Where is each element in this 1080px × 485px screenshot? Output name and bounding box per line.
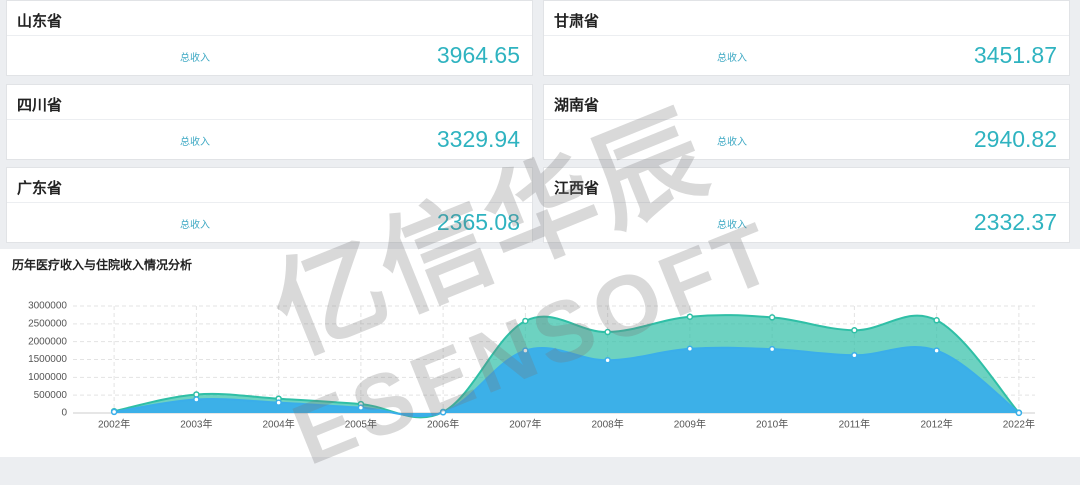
point	[1015, 409, 1023, 417]
line	[113, 346, 1020, 418]
x-tick-label: 2022年	[1003, 418, 1035, 431]
x-tick-label: 2003年	[180, 418, 212, 431]
x-tick-label: 2002年	[98, 418, 130, 431]
income-label: 总收入	[717, 53, 747, 64]
y-tick-label: 0	[61, 408, 67, 419]
separator	[544, 35, 1069, 36]
income-label: 总收入	[717, 137, 747, 148]
income-label: 总收入	[180, 53, 210, 64]
point	[193, 396, 200, 403]
separator	[7, 35, 532, 36]
y-tick-label: 2500000	[28, 318, 67, 329]
x-tick-label: 2004年	[263, 418, 295, 431]
point	[933, 317, 940, 324]
point	[851, 327, 858, 334]
province-card: 山东省总收入 3964.65	[6, 0, 533, 76]
point	[522, 347, 529, 354]
income-label: 总收入	[180, 137, 210, 148]
x-tick-label: 2009年	[674, 418, 706, 431]
income-value: 3964.65	[436, 42, 520, 68]
point	[522, 317, 529, 325]
province-card: 广东省总收入 2365.08	[6, 167, 533, 243]
point	[686, 313, 694, 320]
province-name: 四川省	[17, 97, 63, 114]
separator	[7, 202, 532, 203]
x-tick-label: 2010年	[756, 418, 788, 431]
income-value: 3451.87	[973, 42, 1057, 68]
income-label: 总收入	[717, 220, 747, 231]
y-tick-label: 500000	[34, 390, 68, 401]
x-tick-label: 2008年	[592, 418, 624, 431]
chart-panel: 历年医疗收入与住院收入情况分析 0 500000 1000000 1500000 200…	[0, 249, 1080, 457]
income-value: 2365.08	[436, 209, 520, 235]
point	[357, 404, 365, 411]
x-tick-label: 2011年	[839, 418, 871, 431]
point	[439, 409, 447, 416]
province-card: 江西省总收入 2332.37	[543, 167, 1070, 243]
province-card: 湖南省总收入 2940.82	[543, 84, 1070, 160]
separator	[544, 202, 1069, 203]
point	[933, 347, 940, 354]
province-card: 四川省总收入 3329.94	[6, 84, 533, 160]
income-value: 2332.37	[973, 209, 1057, 235]
x-tick-label: 2005年	[345, 418, 377, 431]
y-tick-label: 1000000	[28, 372, 67, 383]
province-name: 山东省	[17, 13, 63, 30]
x-tick-label: 2006年	[427, 418, 459, 431]
point	[768, 345, 776, 353]
y-tick-label: 1500000	[28, 354, 67, 365]
area	[114, 346, 1019, 417]
income-value: 3329.94	[436, 126, 520, 152]
separator	[7, 119, 532, 120]
separator	[544, 119, 1069, 120]
y-tick-label: 3000000	[28, 301, 67, 312]
point	[275, 399, 282, 406]
province-name: 江西省	[554, 180, 600, 197]
province-name: 广东省	[17, 180, 63, 197]
point	[768, 314, 776, 321]
income-value: 2940.82	[973, 126, 1057, 152]
point	[604, 328, 611, 336]
x-tick-label: 2007年	[509, 418, 541, 431]
point	[110, 408, 118, 416]
point	[686, 345, 694, 353]
province-card: 甘肃省总收入 3451.87	[543, 0, 1070, 76]
chart-title: 历年医疗收入与住院收入情况分析	[12, 257, 192, 272]
point	[851, 351, 858, 359]
x-tick-label: 2012年	[921, 418, 953, 431]
income-label: 总收入	[180, 220, 210, 231]
province-name: 甘肃省	[554, 13, 600, 30]
point	[604, 356, 611, 364]
province-name: 湖南省	[554, 97, 600, 114]
chart: 历年医疗收入与住院收入情况分析 0 500000 1000000 1500000 200…	[12, 257, 1035, 431]
y-tick-label: 2000000	[28, 336, 67, 347]
